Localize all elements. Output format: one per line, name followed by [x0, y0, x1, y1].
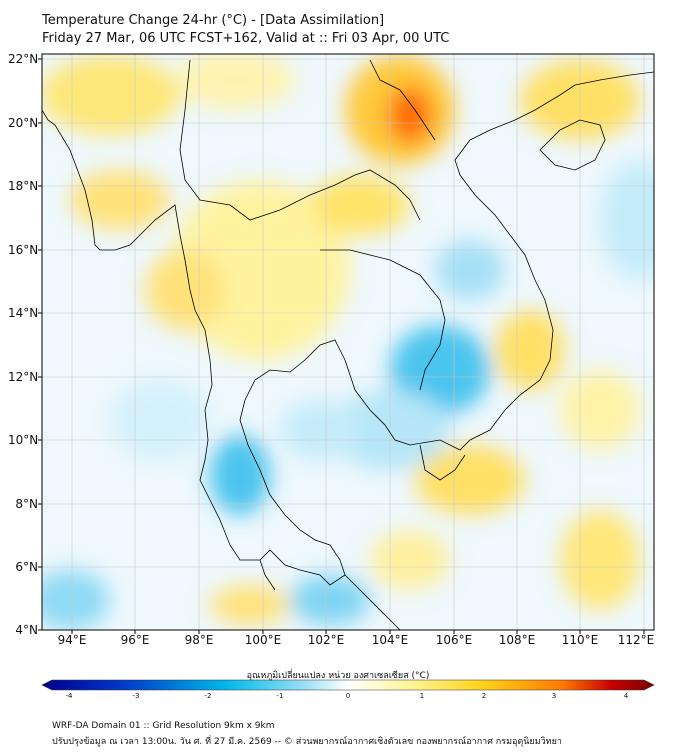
lon-label: 108°E [498, 633, 536, 647]
map-subtitle: Friday 27 Mar, 06 UTC FCST+162, Valid at… [42, 31, 450, 46]
colorbar-tick-label: 2 [481, 692, 487, 700]
tick-marks [38, 58, 645, 634]
footer-model-info: WRF-DA Domain 01 :: Grid Resolution 9km … [52, 721, 275, 731]
colorbar-tick-label: 4 [623, 692, 629, 700]
lon-label: 100°E [244, 633, 282, 647]
temperature-field [42, 54, 654, 630]
lon-label: 112°E [617, 633, 655, 647]
lon-label: 98°E [184, 633, 214, 647]
lat-label: 10°N [8, 433, 39, 447]
lon-label: 96°E [120, 633, 150, 647]
lat-label: 8°N [15, 497, 38, 511]
lon-label: 94°E [57, 633, 87, 647]
lat-label: 4°N [15, 623, 38, 637]
colorbar-tick-label: 0 [345, 692, 351, 700]
lat-label: 14°N [8, 306, 39, 320]
lon-label: 110°E [561, 633, 599, 647]
map-title: Temperature Change 24-hr (°C) - [Data As… [42, 13, 385, 28]
lat-label: 6°N [15, 560, 38, 574]
colorbar-tick-label: 1 [419, 692, 425, 700]
lat-label: 22°N [8, 52, 39, 66]
colorbar-tick-label: -1 [276, 692, 284, 700]
colorbar-tick-label: 3 [551, 692, 557, 700]
graticule [42, 54, 654, 630]
colorbar-tick-label: -3 [132, 692, 140, 700]
lat-label: 12°N [8, 370, 39, 384]
lat-label: 18°N [8, 179, 39, 193]
lon-label: 106°E [435, 633, 473, 647]
colorbar-tick-label: -2 [204, 692, 212, 700]
plot-frame [41, 53, 655, 631]
lon-label: 102°E [307, 633, 345, 647]
colorbar-tick-label: -4 [65, 692, 73, 700]
footer-credit: ปรับปรุงข้อมูล ณ เวลา 13:00น. วัน ศ. ที่… [52, 737, 562, 747]
lat-label: 16°N [8, 243, 39, 257]
lat-label: 20°N [8, 116, 39, 130]
colorbar-title: อุณหภูมิเปลี่ยนแปลง หน่วย องศาเซลเซียส (… [246, 671, 430, 681]
colorbar [41, 679, 655, 691]
lon-label: 104°E [371, 633, 409, 647]
coastlines [42, 59, 654, 630]
